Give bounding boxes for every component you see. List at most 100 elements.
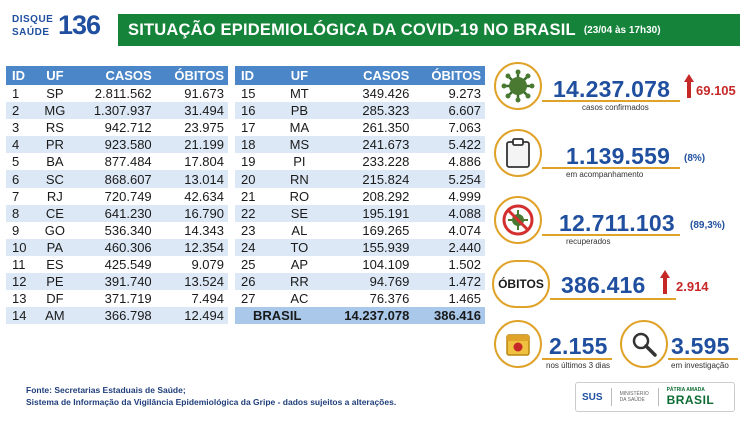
cell-uf: RN [276, 170, 323, 188]
cell-casos: 285.323 [322, 102, 414, 120]
acompanhamento-value: 1.139.559 [566, 143, 671, 169]
cell-obitos: 1.472 [413, 273, 485, 291]
cell-casos: 195.191 [322, 204, 414, 222]
cell-id: 8 [6, 204, 37, 222]
cell-casos: 155.939 [322, 238, 414, 256]
cell-uf: RO [276, 187, 323, 205]
cell-obitos: 12.354 [155, 238, 228, 256]
cell-casos: 460.306 [73, 238, 156, 256]
total-casos: 14.237.078 [322, 307, 414, 325]
cell-id: 21 [235, 187, 277, 205]
table-row: 14 AM 366.798 12.494 [6, 307, 228, 325]
virus-icon [494, 62, 542, 110]
cell-uf: CE [36, 204, 74, 222]
table-row: 10 PA 460.306 12.354 [6, 238, 228, 256]
cell-obitos: 1.465 [413, 290, 485, 308]
cell-uf: GO [36, 221, 74, 239]
cell-uf: MT [276, 85, 323, 103]
cell-obitos: 9.273 [413, 85, 485, 103]
cell-id: 10 [6, 238, 37, 256]
total-label: BRASIL [235, 307, 323, 325]
cell-casos: 877.484 [73, 153, 156, 171]
cell-uf: SC [36, 170, 74, 188]
cell-id: 23 [235, 221, 277, 239]
sus-logo: SUS [582, 391, 603, 403]
cell-obitos: 2.440 [413, 238, 485, 256]
cell-obitos: 42.634 [155, 187, 228, 205]
table-row: 17 MA 261.350 7.063 [235, 119, 485, 137]
cell-id: 17 [235, 119, 277, 137]
cell-uf: AM [36, 307, 74, 325]
col-uf: UF [36, 66, 74, 85]
cell-casos: 641.230 [73, 204, 156, 222]
cell-uf: RJ [36, 187, 74, 205]
cell-id: 3 [6, 119, 37, 137]
cell-id: 14 [6, 307, 37, 325]
disque-saude-logo: DISQUE SAÚDE 136 [12, 10, 112, 44]
divider [542, 100, 680, 102]
table-row: 15 MT 349.426 9.273 [235, 85, 485, 103]
divider [542, 234, 680, 236]
cell-casos: 391.740 [73, 273, 156, 291]
cell-obitos: 4.999 [413, 187, 485, 205]
table-body-left: 1 SP 2.811.562 91.673 2 MG 1.307.937 31.494 3 RS 9… [6, 85, 228, 325]
cell-casos: 208.292 [322, 187, 414, 205]
cell-casos: 425.549 [73, 255, 156, 274]
col-id: ID [235, 66, 277, 85]
total-row: BRASIL 14.237.078 386.416 [235, 307, 485, 325]
cell-obitos: 1.502 [413, 255, 485, 274]
obitos-badge: ÓBITOS [492, 260, 550, 308]
table-row: 6 SC 868.607 13.014 [6, 170, 228, 188]
brasil-logo: PÁTRIA AMADA BRASIL [667, 387, 715, 407]
cell-uf: RS [36, 119, 74, 137]
table-row: 9 GO 536.340 14.343 [6, 221, 228, 239]
table-header-row: ID UF CASOS ÓBITOS [235, 66, 485, 85]
cell-casos: 76.376 [322, 290, 414, 308]
table-header-row: ID UF CASOS ÓBITOS [6, 66, 228, 85]
brasil-text: BRASIL [666, 393, 715, 407]
cell-id: 24 [235, 238, 277, 256]
arrow-up-icon [684, 74, 694, 98]
cell-obitos: 16.790 [155, 204, 228, 222]
table-row: 26 RR 94.769 1.472 [235, 273, 485, 291]
government-logos: SUS MINISTÉRIO DA SAÚDE PÁTRIA AMADA BRA… [575, 382, 735, 412]
cell-obitos: 4.074 [413, 221, 485, 239]
cell-obitos: 12.494 [155, 307, 228, 325]
cell-uf: AP [276, 255, 323, 274]
title-bar: SITUAÇÃO EPIDEMIOLÓGICA DA COVID-19 NO B… [118, 14, 740, 46]
investigacao-value: 3.595 [671, 333, 730, 359]
source-note: Fonte: Secretarias Estaduais de Saúde; S… [26, 384, 396, 408]
cell-obitos: 21.199 [155, 136, 228, 154]
acompanhamento-label: em acompanhamento [566, 170, 644, 179]
cell-obitos: 91.673 [155, 85, 228, 103]
cell-uf: BA [36, 153, 74, 171]
magnifier-icon [620, 320, 668, 368]
cell-uf: PA [36, 238, 74, 256]
cell-obitos: 4.886 [413, 153, 485, 171]
ultimos3-value: 2.155 [549, 333, 608, 359]
table-row: 12 PE 391.740 13.524 [6, 273, 228, 291]
cell-casos: 923.580 [73, 136, 156, 154]
cell-obitos: 6.607 [413, 102, 485, 120]
confirmados-value: 14.237.078 [553, 76, 671, 102]
cell-uf: RR [276, 273, 323, 291]
cell-casos: 868.607 [73, 170, 156, 188]
col-casos: CASOS [322, 66, 414, 85]
table-row: 1 SP 2.811.562 91.673 [6, 85, 228, 103]
cell-obitos: 13.524 [155, 273, 228, 291]
cell-casos: 94.769 [322, 273, 414, 291]
cell-uf: AL [276, 221, 323, 239]
cell-uf: DF [36, 290, 74, 308]
cell-uf: PB [276, 102, 323, 120]
cell-uf: AC [276, 290, 323, 308]
investigacao-label: em investigação [671, 361, 729, 370]
states-table-right: ID UF CASOS ÓBITOS 15 MT 349.426 9.273 16 PB 2… [235, 66, 485, 325]
cell-obitos: 31.494 [155, 102, 228, 120]
logo-line1: DISQUE [12, 14, 54, 25]
divider [542, 167, 680, 169]
cell-id: 18 [235, 136, 277, 154]
cell-id: 13 [6, 290, 37, 308]
total-obitos: 386.416 [413, 307, 485, 325]
divider [657, 388, 659, 406]
cell-id: 4 [6, 136, 37, 154]
